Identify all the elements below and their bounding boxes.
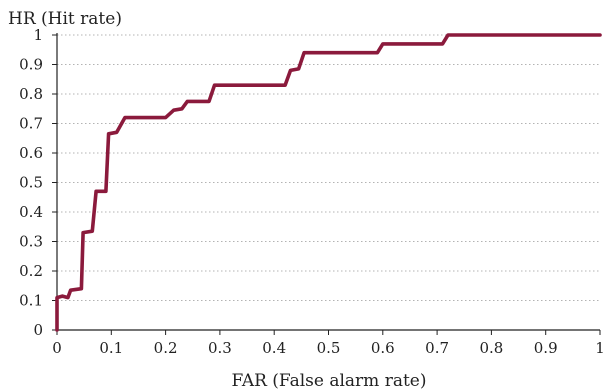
y-axis-title: HR (Hit rate) bbox=[8, 9, 122, 29]
x-tick-label: 0.5 bbox=[317, 339, 341, 357]
y-tick-label: 0.5 bbox=[19, 174, 43, 192]
y-tick-label: 0.9 bbox=[19, 56, 43, 74]
x-tick-label: 0.2 bbox=[154, 339, 178, 357]
roc-curve-line bbox=[55, 33, 602, 332]
y-tick-label: 0.6 bbox=[19, 144, 43, 162]
x-tick-label: 0.8 bbox=[479, 339, 503, 357]
y-tick-label: 0.1 bbox=[19, 292, 43, 310]
x-axis-title: FAR (False alarm rate) bbox=[232, 371, 427, 391]
x-tick-labels: 0 0.1 0.2 0.3 0.4 0.5 0.6 0.7 0.8 0.9 1 bbox=[52, 339, 605, 357]
x-tick-label: 0.9 bbox=[534, 339, 558, 357]
y-tick-label: 0 bbox=[33, 321, 43, 339]
grid-lines bbox=[57, 34, 600, 301]
y-tick-label: 0.4 bbox=[19, 203, 43, 221]
axes bbox=[52, 33, 601, 335]
y-tick-label: 1 bbox=[33, 26, 43, 44]
x-tick-label: 0.1 bbox=[99, 339, 123, 357]
x-tick-label: 0.7 bbox=[425, 339, 449, 357]
y-tick-label: 0.3 bbox=[19, 233, 43, 251]
y-tick-label: 0.7 bbox=[19, 115, 43, 133]
x-tick-label: 1 bbox=[595, 339, 605, 357]
series-layer bbox=[55, 33, 602, 332]
x-tick-label: 0.3 bbox=[208, 339, 232, 357]
x-tick-label: 0.6 bbox=[371, 339, 395, 357]
x-tick-label: 0.4 bbox=[262, 339, 286, 357]
y-tick-label: 0.2 bbox=[19, 262, 43, 280]
x-tick-label: 0 bbox=[52, 339, 62, 357]
y-tick-label: 0.8 bbox=[19, 85, 43, 103]
y-tick-labels: 0 0.1 0.2 0.3 0.4 0.5 0.6 0.7 0.8 0.9 1 bbox=[19, 26, 43, 339]
